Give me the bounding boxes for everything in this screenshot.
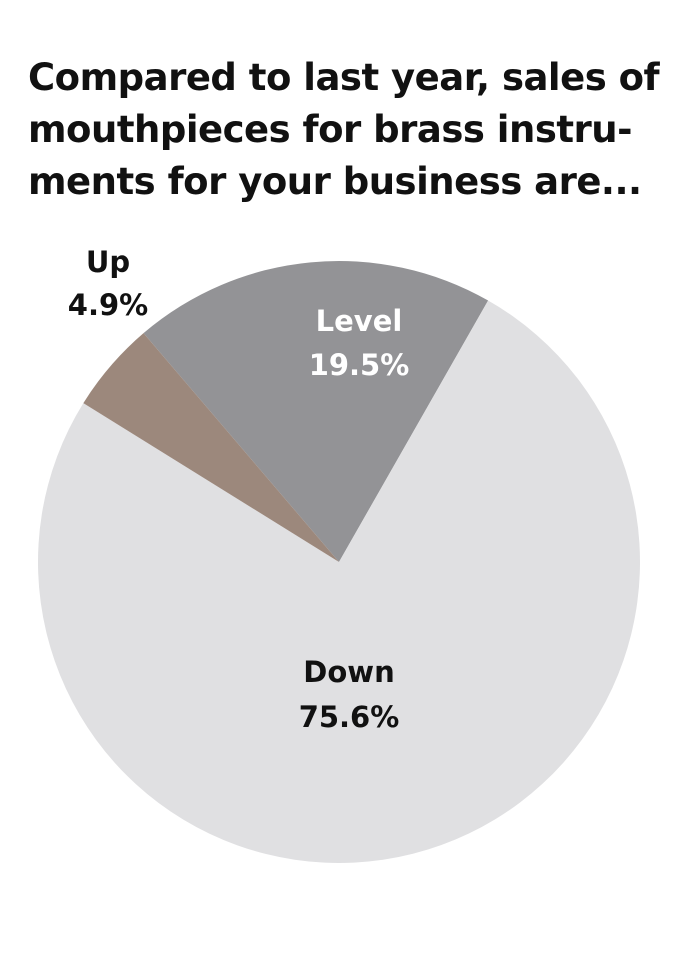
chart-title: Compared to last year, sales of mouthpie… [28,52,678,208]
slice-value-level: 19.5% [309,348,410,382]
pie-labels: Level 19.5% Down 75.6% Up 4.9% [68,245,410,734]
pie-slice-down [38,300,641,864]
pie-slices [38,261,641,864]
slice-label-level: Level [316,304,403,338]
slice-value-up: 4.9% [68,288,148,322]
slice-label-up: Up [86,245,130,279]
chart-title-line-1: Compared to last year, sales of [28,56,660,99]
slice-value-down: 75.6% [299,700,400,734]
pie-slice-level [143,261,489,562]
chart-title-line-3: ments for your business are... [28,160,642,203]
slice-label-down: Down [303,655,394,689]
pie-slice-up [83,333,339,562]
chart-title-line-2: mouthpieces for brass instru- [28,108,633,151]
